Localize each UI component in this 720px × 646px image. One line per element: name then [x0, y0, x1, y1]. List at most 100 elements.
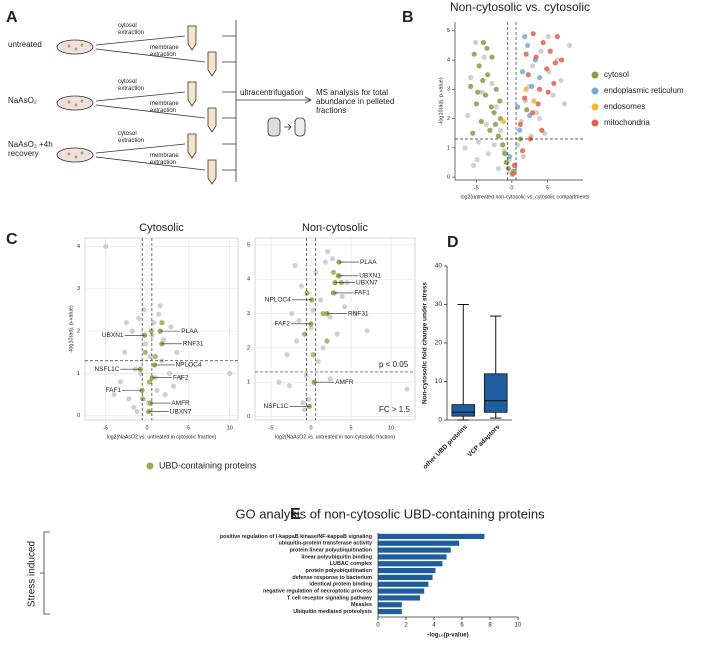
- point: [558, 77, 564, 84]
- point: [296, 317, 302, 324]
- labeled-point: [147, 400, 153, 406]
- panel-label: E: [290, 506, 301, 523]
- point: [545, 89, 551, 95]
- point: [485, 151, 492, 157]
- x-tick-label: 5: [349, 425, 352, 431]
- point-label: FAF2: [274, 321, 290, 328]
- chart-title: Cytosolic: [139, 222, 184, 234]
- point: [352, 310, 358, 317]
- point: [475, 89, 481, 95]
- y-tick-label: 2: [447, 116, 450, 122]
- bar: [378, 602, 402, 608]
- bar: [378, 595, 420, 601]
- group-bracket: [40, 531, 50, 615]
- x-tick-label: 0: [376, 623, 380, 629]
- x-tick-label: 5: [546, 185, 549, 191]
- x-tick-label: -5: [269, 425, 274, 431]
- point: [471, 51, 477, 57]
- y-tick-label: 0: [247, 414, 250, 420]
- group-label: Stress induced: [27, 541, 38, 607]
- point: [520, 153, 526, 160]
- point: [505, 165, 511, 171]
- point-label: AMFR: [335, 379, 354, 386]
- y-tick-label: positive regulation of I-kappaB kinase/N…: [220, 534, 372, 540]
- point: [522, 34, 528, 40]
- point: [500, 118, 506, 125]
- step-label: membrane extraction: [150, 45, 179, 58]
- bar: [378, 547, 451, 553]
- point: [300, 400, 306, 406]
- panel-label: A: [6, 9, 18, 26]
- point: [160, 336, 167, 343]
- point: [476, 63, 482, 69]
- legend-swatch: [591, 87, 599, 95]
- y-axis-label: -log10(adj. p-value): [438, 77, 444, 125]
- point: [517, 121, 524, 128]
- y-tick-label: 3: [77, 286, 80, 292]
- point: [507, 153, 513, 160]
- point: [302, 331, 308, 337]
- point: [151, 320, 157, 326]
- point: [552, 60, 558, 66]
- y-tick-label: protein linear polyubiquitination: [290, 548, 372, 554]
- y-tick-label: linear polyubiquitin binding: [301, 554, 372, 560]
- point: [342, 304, 348, 310]
- bar: [378, 533, 485, 540]
- legend-label: cytosol: [604, 70, 629, 79]
- point: [537, 86, 543, 92]
- point: [462, 145, 468, 151]
- point: [484, 45, 490, 51]
- point: [531, 98, 537, 104]
- point: [544, 66, 550, 72]
- point: [330, 256, 336, 262]
- point: [310, 352, 316, 358]
- result-label: MS analysis for total abundance in pelle…: [316, 88, 395, 116]
- x-tick-label: VCP adaptors: [466, 423, 501, 458]
- point: [479, 89, 485, 95]
- legend-swatch: [146, 462, 154, 470]
- point-label: FAF2: [173, 374, 189, 381]
- point: [485, 72, 491, 78]
- point: [502, 151, 508, 157]
- point: [524, 42, 531, 49]
- box: [451, 404, 476, 417]
- x-tick-label: 8: [488, 623, 492, 629]
- step-label: membrane extraction: [150, 101, 179, 114]
- point: [276, 379, 282, 385]
- point: [550, 92, 556, 98]
- point: [304, 290, 310, 296]
- point-label: FAF1: [354, 290, 370, 297]
- point: [487, 127, 493, 133]
- point: [551, 80, 557, 87]
- point: [152, 353, 158, 360]
- point: [170, 383, 177, 389]
- point: [306, 396, 312, 402]
- point: [535, 101, 541, 107]
- point: [129, 328, 135, 334]
- point: [324, 338, 330, 344]
- point: [468, 74, 474, 81]
- bar: [378, 588, 425, 594]
- point: [134, 408, 140, 415]
- y-tick-label: 5: [247, 242, 250, 248]
- point: [168, 324, 174, 330]
- box: [483, 373, 508, 413]
- y-tick-label: 2: [247, 345, 250, 351]
- point: [495, 165, 501, 171]
- labeled-point: [149, 375, 155, 381]
- y-tick-label: Ubiquitin mediated proteolysis: [293, 609, 372, 615]
- point: [470, 130, 476, 136]
- panel-label: D: [447, 234, 459, 251]
- y-tick-label: 2: [77, 329, 80, 335]
- point: [318, 297, 324, 303]
- y-tick-label: identical protein binding: [309, 582, 372, 588]
- point-label: NPLOC4: [265, 297, 291, 304]
- point: [547, 48, 553, 54]
- y-axis-label: Non-cytosolic fold change under stress: [422, 282, 429, 404]
- point: [302, 407, 308, 413]
- point: [292, 262, 298, 269]
- point-label: PLAA: [181, 328, 198, 335]
- point-label: RNF31: [183, 341, 204, 348]
- legend-label: endosomes: [604, 102, 645, 111]
